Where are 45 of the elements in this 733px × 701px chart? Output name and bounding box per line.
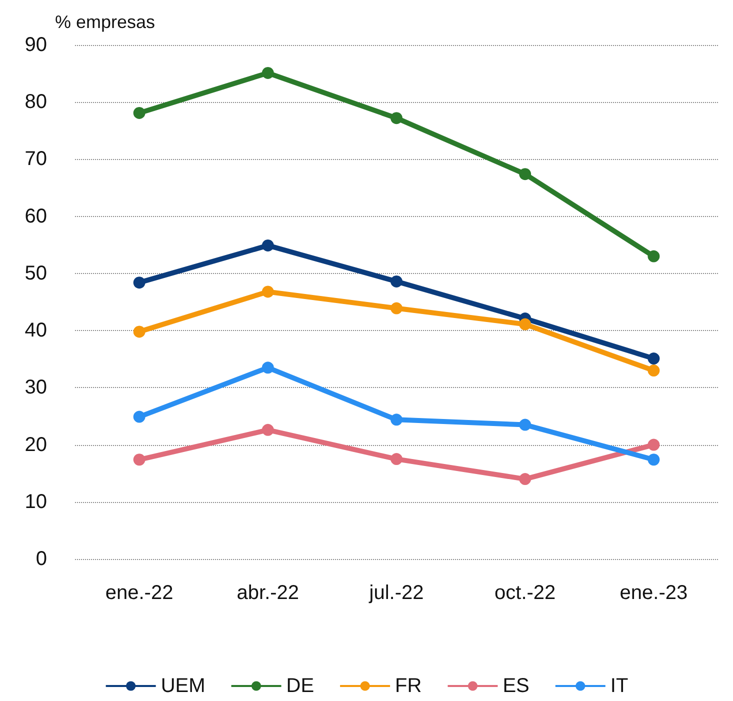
point xyxy=(648,352,660,365)
point xyxy=(648,364,660,377)
point xyxy=(262,66,274,79)
x-tick-label: ene.-22 xyxy=(105,582,174,604)
point xyxy=(519,318,532,330)
point xyxy=(519,418,532,431)
legend-label: DE xyxy=(286,675,314,697)
point xyxy=(133,410,146,423)
x-tick-label: jul.-22 xyxy=(368,582,424,604)
point xyxy=(133,326,146,338)
x-tick-label: oct.-22 xyxy=(494,582,556,604)
legend-label: IT xyxy=(610,675,628,697)
y-tick-label: 90 xyxy=(24,34,47,56)
y-tick-label: 0 xyxy=(36,548,47,570)
point xyxy=(262,286,274,298)
point xyxy=(648,454,660,466)
point xyxy=(390,275,402,288)
y-tick-label: 30 xyxy=(24,376,47,399)
y-tick-label: 10 xyxy=(24,490,47,513)
y-tick-label: 60 xyxy=(24,205,47,228)
y-tick-label: 40 xyxy=(24,320,47,342)
point xyxy=(390,453,402,466)
point xyxy=(133,454,146,466)
point xyxy=(262,424,274,436)
point xyxy=(648,250,660,262)
x-tick-label: abr.-22 xyxy=(236,582,300,604)
x-tick-label: ene.-23 xyxy=(620,582,688,604)
point xyxy=(519,168,532,180)
point xyxy=(262,239,274,252)
y-axis-title: % empresas xyxy=(55,12,156,32)
y-tick-label: 50 xyxy=(24,262,47,284)
legend-label: UEM xyxy=(160,675,206,697)
point xyxy=(390,414,402,426)
legend-label: FR xyxy=(395,675,422,697)
point xyxy=(133,106,146,119)
legend-label: ES xyxy=(502,675,530,697)
y-tick-label: 70 xyxy=(24,148,47,170)
point xyxy=(519,473,532,486)
point xyxy=(648,438,660,451)
point xyxy=(262,362,274,374)
point xyxy=(133,276,146,289)
point xyxy=(390,112,402,124)
point xyxy=(390,302,402,314)
y-tick-label: 80 xyxy=(24,91,47,114)
y-tick-label: 20 xyxy=(24,434,47,456)
